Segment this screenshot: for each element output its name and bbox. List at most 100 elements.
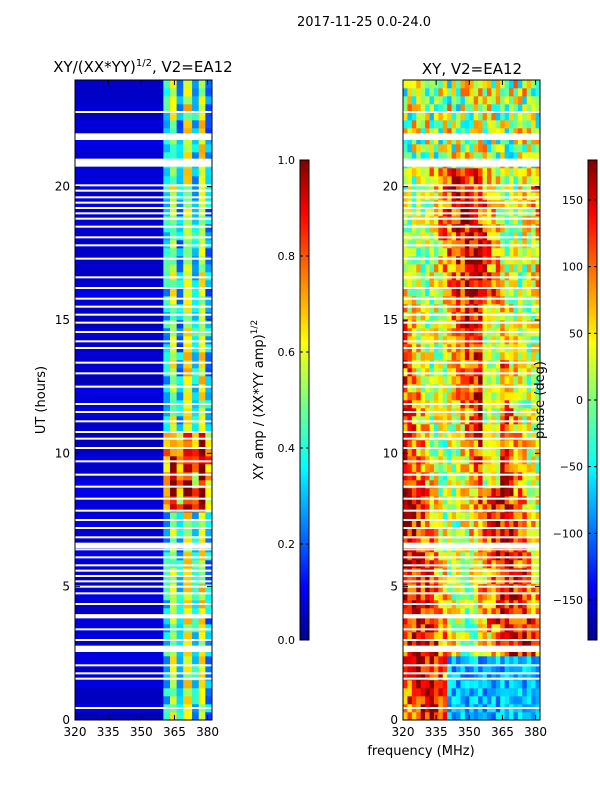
data-gap-band (75, 158, 212, 167)
phase-cell (491, 224, 497, 233)
phase-cell (491, 472, 497, 481)
data-gap-band (403, 158, 540, 167)
phase-cell (473, 216, 479, 225)
phase-cell (482, 616, 488, 625)
phase-cell (513, 376, 519, 385)
amplitude-cell-4 (183, 464, 193, 473)
amplitude-cell-4 (183, 664, 193, 673)
phase-cell (513, 224, 519, 233)
phase-cell (416, 264, 421, 273)
phase-cell (411, 88, 417, 97)
phase-cell (442, 80, 448, 89)
phase-cell (513, 112, 519, 121)
phase-cell (411, 216, 417, 225)
phase-cell (531, 248, 536, 257)
phase-cell (531, 312, 536, 321)
phase-cell (526, 376, 532, 385)
phase-cell (517, 608, 523, 617)
phase-cell (469, 624, 475, 633)
phase-cell (522, 152, 528, 161)
phase-cell (460, 232, 466, 241)
phase-cell (504, 184, 510, 193)
data-gap-line (403, 437, 540, 440)
phase-cell (447, 544, 452, 553)
phase-cell (420, 616, 426, 625)
phase-cell (500, 336, 505, 345)
phase-cell (504, 424, 510, 433)
amplitude-cell-6 (198, 640, 206, 649)
phase-cell (473, 416, 479, 425)
phase-cell (500, 368, 505, 377)
amplitude-cell-5 (192, 424, 200, 433)
phase-cell (433, 264, 439, 273)
phase-cell (416, 504, 421, 513)
phase-cell (478, 376, 483, 385)
phase-cell (522, 712, 528, 721)
phase-cell (513, 80, 519, 89)
data-gap-line (75, 519, 212, 521)
phase-cell (535, 240, 541, 249)
phase-cell (438, 432, 444, 441)
phase-cell (526, 512, 532, 521)
phase-cell (411, 616, 417, 625)
phase-cell (456, 112, 461, 121)
phase-cell (411, 96, 417, 105)
phase-cell (517, 88, 523, 97)
amplitude-cell-4 (183, 432, 193, 441)
phase-cell (482, 168, 488, 177)
phase-cell (513, 472, 519, 481)
phase-cell (456, 648, 461, 657)
phase-cell (416, 96, 421, 105)
amplitude-cell-6 (198, 480, 206, 489)
phase-cell (522, 480, 528, 489)
phase-cell (425, 96, 430, 105)
phase-cell (420, 688, 426, 697)
phase-cell (531, 536, 536, 545)
phase-cell (478, 280, 483, 289)
amplitude-cell-4 (183, 528, 193, 537)
phase-cell (478, 568, 483, 577)
phase-cell (491, 536, 497, 545)
amplitude-cell-5 (192, 520, 200, 529)
amplitude-cell-7 (205, 424, 213, 433)
phase-cell (522, 88, 528, 97)
amplitude-cell-1 (163, 656, 171, 665)
phase-cell (517, 296, 523, 305)
amplitude-cell-3 (176, 624, 184, 633)
amplitude-cell-6 (198, 208, 206, 217)
phase-cell (403, 632, 408, 641)
amplitude-cell-0 (75, 144, 164, 153)
phase-cell (433, 376, 439, 385)
amplitude-cell-4 (183, 424, 193, 433)
amplitude-cell-1 (163, 488, 171, 497)
phase-cell (429, 424, 435, 433)
phase-cell (504, 568, 510, 577)
phase-cell (509, 392, 514, 401)
phase-cell (478, 96, 483, 105)
phase-cell (425, 184, 430, 193)
phase-cell (420, 480, 426, 489)
phase-cell (491, 280, 497, 289)
phase-cell (491, 608, 497, 617)
phase-cell (473, 512, 479, 521)
amplitude-cell-3 (176, 456, 184, 465)
phase-cell (500, 320, 505, 329)
phase-cell (486, 136, 492, 145)
phase-cell (535, 712, 541, 721)
phase-cell (535, 392, 541, 401)
phase-cell (491, 528, 497, 537)
phase-cell (535, 80, 541, 89)
phase-cell (456, 680, 461, 689)
phase-cell (495, 232, 501, 241)
amplitude-cell-4 (183, 496, 193, 505)
phase-cell (500, 584, 505, 593)
phase-cell (486, 504, 492, 513)
phase-cell (425, 688, 430, 697)
amplitude-cell-0 (75, 192, 164, 201)
phase-cell (522, 232, 528, 241)
phase-cell (535, 568, 541, 577)
phase-cell (500, 576, 505, 585)
phase-cell (464, 288, 470, 297)
phase-cell (517, 264, 523, 273)
phase-cell (464, 184, 470, 193)
